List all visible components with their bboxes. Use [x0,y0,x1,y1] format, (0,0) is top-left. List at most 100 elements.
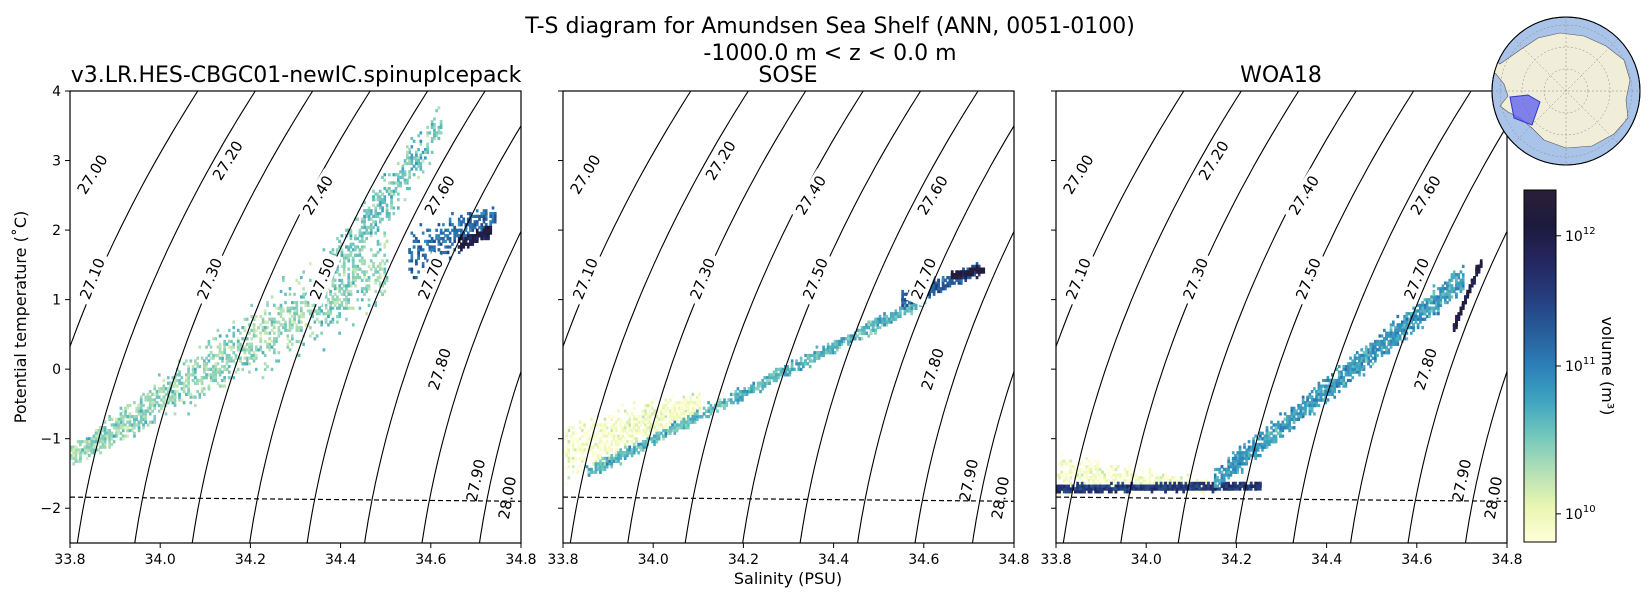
heatmap-cell [635,423,638,427]
heatmap-cell [142,392,145,396]
heatmap-cell [196,356,199,360]
heatmap-cell [254,334,258,338]
heatmap-cell [455,231,459,235]
heatmap-cell [381,217,384,221]
heatmap-cell [415,150,418,154]
heatmap-cell [410,270,414,274]
heatmap-cell [291,320,294,324]
heatmap-cell [291,342,294,346]
heatmap-cell [673,415,677,419]
heatmap-cell [813,353,816,358]
heatmap-cell [1162,484,1165,488]
heatmap-cell [291,306,294,310]
heatmap-cell [223,367,226,371]
heatmap-cell [471,237,475,241]
heatmap-cell [1087,490,1091,494]
heatmap-cell [227,356,231,360]
heatmap-cell [304,303,308,307]
heatmap-cell [865,326,868,330]
heatmap-cell [1092,479,1095,483]
heatmap-cell [254,367,258,371]
heatmap-cell [576,448,580,452]
heatmap-cell [617,454,620,458]
heatmap-cell [363,239,366,243]
heatmap-cell [619,451,623,455]
heatmap-cell [351,278,355,282]
heatmap-cell [603,423,607,427]
heatmap-cell [592,434,595,438]
heatmap-cell [802,365,805,369]
heatmap-cell [1094,476,1097,480]
heatmap-cell [1065,462,1068,466]
heatmap-cell [92,437,96,441]
heatmap-cell [320,303,323,307]
heatmap-cell [720,401,724,405]
heatmap-cell [648,423,652,427]
heatmap-cell [1150,470,1154,474]
heatmap-cell [232,320,236,324]
heatmap-cell [669,409,672,413]
heatmap-cell [664,406,668,410]
heatmap-cell [374,289,378,294]
heatmap-cell [259,337,263,341]
heatmap-cell [324,320,328,324]
heatmap-cell [743,392,747,396]
heatmap-cell [1087,481,1091,485]
heatmap-cell [315,312,319,316]
heatmap-cell [331,295,335,299]
heatmap-cell [254,353,258,358]
heatmap-cell [99,437,102,441]
heatmap-cell [1071,465,1075,469]
heatmap-cell [360,262,364,266]
heatmap-cell [1184,479,1188,483]
heatmap-cell [639,445,643,449]
heatmap-cell [236,345,240,349]
heatmap-cell [653,437,656,441]
heatmap-cell [1078,467,1082,472]
contour-label: 27.20 [702,138,740,184]
heatmap-cell [383,267,387,271]
heatmap-cell [464,234,468,238]
heatmap-cell [646,403,650,408]
heatmap-cell [1132,476,1136,480]
heatmap-cell [424,150,427,154]
heatmap-cell [630,412,634,416]
heatmap-cell [248,362,251,366]
heatmap-cell [469,242,472,246]
heatmap-cell [1074,465,1077,469]
heatmap-cell [768,376,771,380]
heatmap-cell [426,259,429,263]
heatmap-cell [684,412,688,416]
panel-title-woa18: WOA18 [1240,63,1322,88]
heatmap-cell [162,390,166,394]
heatmap-cell [252,353,256,358]
heatmap-cell [333,301,337,305]
heatmap-cell [227,353,231,358]
heatmap-cell [569,456,573,460]
heatmap-cell [903,301,907,305]
heatmap-cell [160,403,163,408]
heatmap-cell [369,228,373,232]
heatmap-cell [340,303,344,307]
heatmap-cell [1168,476,1172,480]
heatmap-cell [230,356,233,360]
heatmap-cell [885,320,889,324]
heatmap-cell [142,412,145,416]
heatmap-cell [209,373,213,377]
heatmap-cell [153,417,157,421]
heatmap-cell [711,409,715,413]
heatmap-cell [232,359,236,363]
heatmap-cell [232,331,236,335]
heatmap-cell [605,456,609,460]
heatmap-cell [430,139,434,143]
heatmap-cell [288,323,292,327]
heatmap-cell [693,420,697,424]
heatmap-cell [194,359,197,363]
heatmap-cell [705,415,708,419]
heatmap-cell [630,440,634,444]
heatmap-cell [223,345,226,349]
heatmap-cell [599,462,602,466]
heatmap-cell [671,395,674,399]
heatmap-cell [484,217,488,221]
heatmap-cell [273,351,276,355]
